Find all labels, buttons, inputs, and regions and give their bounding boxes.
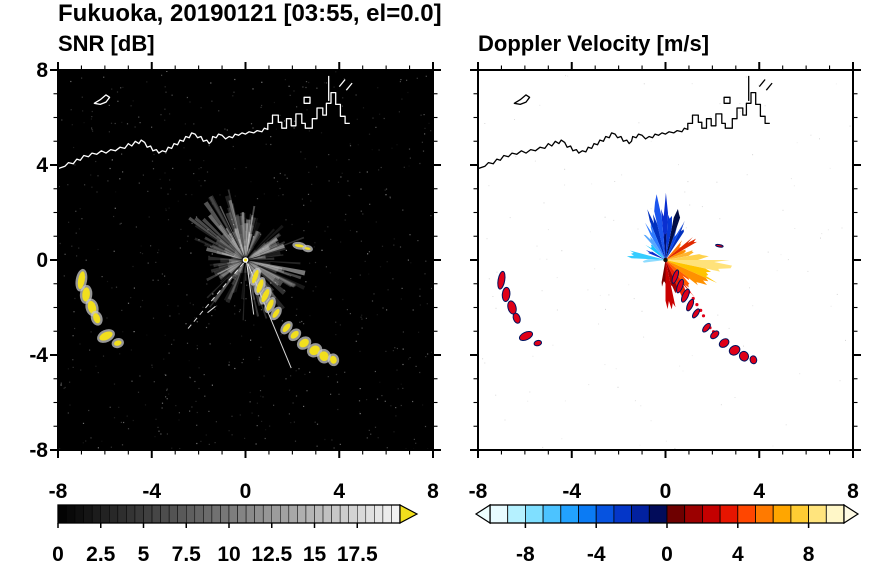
figure-title: Fukuoka, 20190121 [03:55, el=0.0] [58, 0, 442, 27]
doppler-colorbar: -8 -4 0 4 8 [474, 503, 860, 566]
snr-colorbar: 0 2.5 5 7.5 10 12.5 15 17.5 [52, 504, 419, 566]
colorbar-tick-label: 15 [303, 543, 327, 566]
x-tick-label: -4 [562, 480, 581, 503]
colorbar-tick-label: 12.5 [251, 543, 292, 566]
x-tick-label: -8 [469, 480, 488, 503]
colorbar-tick-label: 7.5 [172, 543, 202, 566]
x-tick-label: 8 [427, 480, 439, 503]
x-tick-label: 4 [333, 480, 345, 503]
colorbar-tick-label: -8 [516, 543, 535, 566]
colorbar-tick-label: 17.5 [337, 543, 378, 566]
y-tick-label: 0 [36, 249, 48, 272]
colorbar-tick-label: 8 [803, 543, 815, 566]
y-tick-label: 8 [36, 59, 48, 82]
colorbar-under-arrow [474, 503, 491, 525]
x-tick-label: 4 [753, 480, 765, 503]
x-tick-label: -8 [49, 480, 68, 503]
x-tick-label: -4 [142, 480, 161, 503]
doppler-plot-area [478, 70, 853, 450]
y-tick-label: -4 [29, 344, 48, 367]
snr-echoes [75, 241, 340, 367]
colorbar-tick-label: 2.5 [86, 543, 116, 566]
snr-plot-area [58, 70, 433, 450]
coastline [478, 75, 773, 170]
doppler-panel-title: Doppler Velocity [m/s] [478, 31, 710, 56]
snr-axes: -8 -4 0 4 8 8 4 0 -4 -8 [29, 59, 441, 503]
colorbar-tick-label: 5 [138, 543, 150, 566]
x-tick-label: 8 [847, 480, 859, 503]
colorbar-tick-label: -4 [587, 543, 606, 566]
y-tick-label: -8 [29, 439, 48, 462]
colorbar-tick-label: 0 [52, 543, 64, 566]
colorbar-over-arrow [399, 504, 419, 524]
colorbar-tick-label: 0 [661, 543, 673, 566]
colorbar-tick-label: 4 [732, 543, 744, 566]
x-tick-label: 0 [660, 480, 672, 503]
colorbar-tick-label: 10 [217, 543, 240, 566]
velocity-fan [626, 192, 732, 310]
colorbar-over-arrow [843, 503, 860, 525]
doppler-echoes [497, 243, 758, 365]
doppler-axes: -8 -4 0 4 8 [469, 62, 861, 503]
snr-panel-title: SNR [dB] [58, 31, 155, 56]
coastline [58, 75, 353, 170]
y-tick-label: 4 [36, 154, 48, 177]
x-tick-label: 0 [240, 480, 252, 503]
